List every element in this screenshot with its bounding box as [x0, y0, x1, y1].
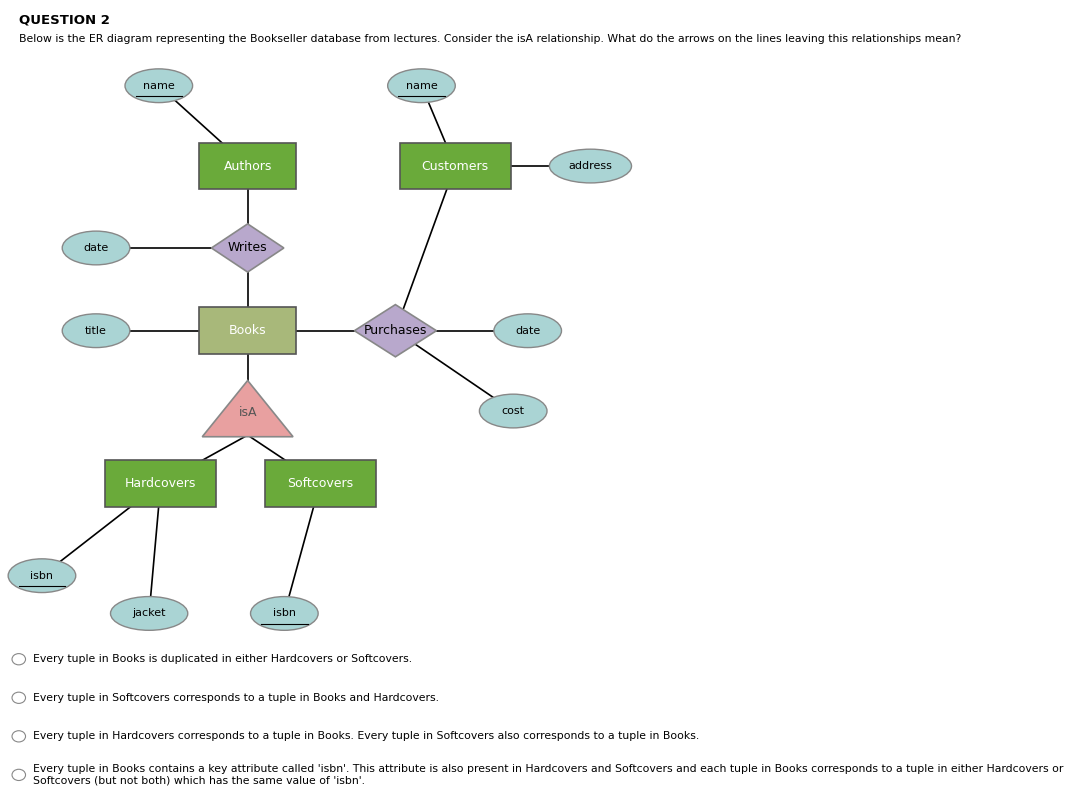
Polygon shape [202, 380, 293, 437]
Text: Books: Books [229, 324, 267, 337]
Text: Softcovers: Softcovers [288, 477, 353, 490]
Text: jacket: jacket [132, 609, 166, 618]
FancyBboxPatch shape [265, 460, 375, 507]
Polygon shape [355, 305, 436, 357]
Text: date: date [515, 326, 540, 336]
FancyBboxPatch shape [105, 460, 216, 507]
Text: Purchases: Purchases [363, 324, 427, 337]
Text: Authors: Authors [224, 160, 272, 172]
Text: date: date [84, 243, 108, 253]
Text: isbn: isbn [30, 571, 53, 580]
Text: Every tuple in Books contains a key attribute called 'isbn'. This attribute is a: Every tuple in Books contains a key attr… [34, 764, 1063, 786]
Text: isbn: isbn [272, 609, 296, 618]
FancyBboxPatch shape [200, 143, 296, 189]
Text: isA: isA [239, 406, 257, 419]
Ellipse shape [480, 394, 547, 428]
Ellipse shape [9, 559, 76, 592]
Ellipse shape [62, 231, 130, 265]
Ellipse shape [62, 314, 130, 347]
Circle shape [12, 692, 26, 704]
Text: name: name [406, 81, 437, 91]
Polygon shape [212, 224, 284, 272]
Ellipse shape [549, 149, 631, 183]
Ellipse shape [111, 596, 188, 630]
Ellipse shape [125, 69, 193, 102]
Ellipse shape [494, 314, 562, 347]
Text: Writes: Writes [228, 242, 268, 255]
Text: Every tuple in Books is duplicated in either Hardcovers or Softcovers.: Every tuple in Books is duplicated in ei… [34, 654, 412, 664]
FancyBboxPatch shape [399, 143, 511, 189]
Text: title: title [85, 326, 107, 336]
Text: Below is the ER diagram representing the Bookseller database from lectures. Cons: Below is the ER diagram representing the… [18, 34, 961, 44]
Circle shape [12, 654, 26, 665]
Circle shape [12, 731, 26, 742]
Text: address: address [569, 161, 612, 171]
Text: Every tuple in Softcovers corresponds to a tuple in Books and Hardcovers.: Every tuple in Softcovers corresponds to… [34, 693, 439, 703]
Text: Hardcovers: Hardcovers [125, 477, 196, 490]
Text: cost: cost [501, 406, 525, 416]
Ellipse shape [387, 69, 456, 102]
Text: name: name [143, 81, 175, 91]
Text: Customers: Customers [422, 160, 489, 172]
Circle shape [12, 769, 26, 780]
FancyBboxPatch shape [200, 307, 296, 354]
Ellipse shape [251, 596, 318, 630]
Text: QUESTION 2: QUESTION 2 [18, 14, 110, 27]
Text: Every tuple in Hardcovers corresponds to a tuple in Books. Every tuple in Softco: Every tuple in Hardcovers corresponds to… [34, 731, 700, 742]
